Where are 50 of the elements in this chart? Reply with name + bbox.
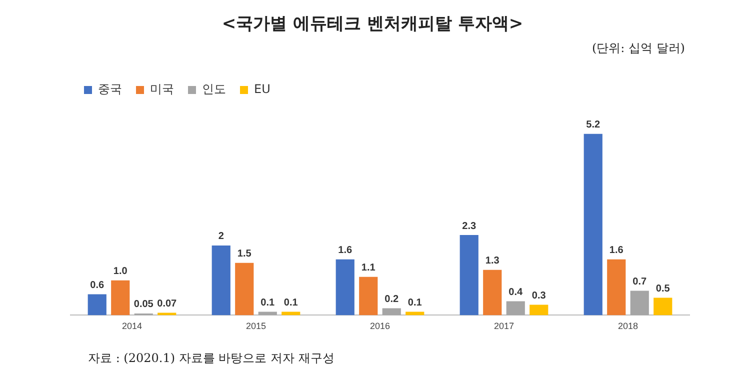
- x-tick-label: 2016: [370, 321, 390, 332]
- data-label: 1.5: [237, 248, 252, 260]
- bar: [406, 312, 424, 316]
- legend-label: 미국: [150, 82, 174, 96]
- legend-label: EU: [254, 82, 270, 96]
- data-label: 1.6: [338, 245, 353, 256]
- data-label: 2: [218, 231, 224, 242]
- data-label: 0.4: [508, 287, 524, 298]
- bar: [111, 280, 130, 316]
- x-tick-label: 2017: [494, 321, 514, 332]
- bar: [607, 259, 626, 316]
- data-label: 2.3: [462, 220, 477, 232]
- bar: [460, 235, 478, 316]
- bar: [258, 312, 277, 316]
- bar: [382, 308, 401, 316]
- data-label: 1.3: [485, 256, 500, 267]
- data-label: 1.1: [361, 262, 376, 274]
- bar: [359, 276, 378, 316]
- chart-title: <국가별 에듀테크 벤처캐피탈 투자액>: [220, 13, 524, 35]
- data-label: 0.5: [656, 284, 670, 295]
- bar: [654, 298, 672, 316]
- bar: [282, 312, 300, 316]
- bar: [212, 245, 230, 316]
- bar: [584, 134, 602, 316]
- bar: [506, 301, 525, 316]
- data-label: 5.2: [586, 120, 601, 131]
- data-label: 0.7: [632, 276, 648, 288]
- x-tick-label: 2015: [246, 321, 266, 332]
- data-label: 0.07: [157, 298, 178, 310]
- text: 자료 : (2020.1) 자료를 바탕으로 저자 재구성: [88, 350, 334, 367]
- bar: [483, 270, 502, 316]
- data-label: 1.6: [609, 245, 624, 256]
- bar: [530, 304, 548, 316]
- data-label: 0.1: [284, 297, 298, 308]
- chart-subtitle: (단위: 십억 달러): [592, 40, 685, 57]
- data-label: 0.3: [532, 290, 546, 302]
- data-label: 0.1: [260, 297, 276, 308]
- data-label: 0.6: [90, 280, 105, 292]
- bar: [88, 294, 106, 316]
- bar: [336, 259, 354, 316]
- data-label: 0.2: [384, 294, 400, 305]
- data-label: 1.0: [113, 266, 128, 278]
- x-tick-label: 2014: [122, 321, 142, 332]
- data-label: 0.1: [408, 297, 422, 308]
- x-tick-label: 2018: [618, 321, 638, 332]
- data-label: 0.05: [134, 299, 154, 310]
- legend-label: 중국: [98, 82, 122, 96]
- bar: [630, 290, 649, 316]
- bar: [235, 262, 254, 316]
- legend-label: 인도: [202, 82, 226, 96]
